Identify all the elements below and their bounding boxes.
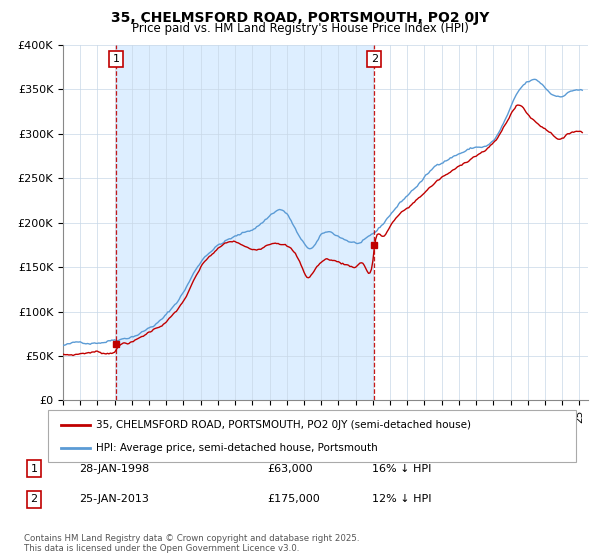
Text: 16% ↓ HPI: 16% ↓ HPI [372,464,431,474]
Text: 1: 1 [113,54,119,64]
Text: 25-JAN-2013: 25-JAN-2013 [79,494,149,505]
Text: 28-JAN-1998: 28-JAN-1998 [79,464,149,474]
FancyBboxPatch shape [48,410,576,462]
Text: HPI: Average price, semi-detached house, Portsmouth: HPI: Average price, semi-detached house,… [95,444,377,454]
Text: Price paid vs. HM Land Registry's House Price Index (HPI): Price paid vs. HM Land Registry's House … [131,22,469,35]
Text: 12% ↓ HPI: 12% ↓ HPI [372,494,431,505]
Text: £63,000: £63,000 [267,464,313,474]
Text: 35, CHELMSFORD ROAD, PORTSMOUTH, PO2 0JY (semi-detached house): 35, CHELMSFORD ROAD, PORTSMOUTH, PO2 0JY… [95,419,470,430]
Text: 2: 2 [371,54,378,64]
Text: £175,000: £175,000 [267,494,320,505]
Text: Contains HM Land Registry data © Crown copyright and database right 2025.
This d: Contains HM Land Registry data © Crown c… [24,534,359,553]
Text: 35, CHELMSFORD ROAD, PORTSMOUTH, PO2 0JY: 35, CHELMSFORD ROAD, PORTSMOUTH, PO2 0JY [111,11,489,25]
Text: 2: 2 [31,494,37,505]
Bar [116,45,374,400]
Text: 1: 1 [31,464,37,474]
